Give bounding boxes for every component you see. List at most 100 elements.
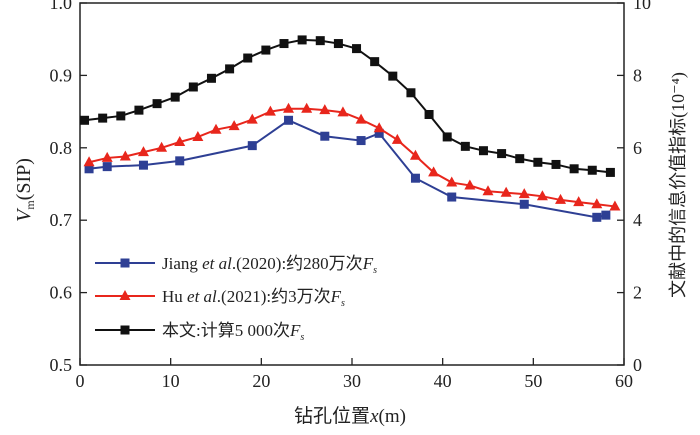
legend-text: Jiang — [162, 254, 202, 273]
x-axis-label: 钻孔位置x(m) — [294, 405, 406, 427]
x-tick-label: 50 — [524, 371, 542, 391]
y-tick-label: 0.7 — [50, 210, 73, 230]
series-line — [84, 38, 611, 174]
data-point — [573, 196, 585, 207]
data-point — [301, 102, 313, 113]
data-point — [119, 150, 131, 161]
data-point — [152, 99, 162, 109]
data-point — [497, 149, 507, 159]
data-point — [279, 39, 289, 49]
data-point — [225, 64, 235, 74]
data-point — [518, 188, 530, 199]
legend-text: 本文:计算5 000次 — [162, 321, 290, 340]
axes: 0 10 20 30 40 50 60 0.5 0.6 0.7 0.8 0.9 1.0 0 2 4 6 8 10 — [50, 0, 652, 391]
legend-label: Jiang et al.(2020):约280万次Fs — [162, 254, 377, 276]
series-1 — [83, 102, 621, 211]
data-point — [243, 53, 253, 63]
data-point — [98, 113, 108, 123]
data-point — [533, 157, 543, 167]
data-point — [464, 179, 476, 190]
data-point — [284, 115, 294, 125]
series-line — [88, 119, 607, 219]
data-point — [609, 200, 621, 211]
legend-text: .(2021):约3万次 — [217, 287, 331, 306]
y-tick-label: 0.9 — [50, 65, 73, 85]
data-point — [297, 35, 307, 45]
data-point — [83, 156, 95, 167]
data-point — [370, 57, 380, 67]
legend-marker — [120, 258, 130, 268]
data-point — [283, 102, 295, 113]
data-point — [536, 190, 548, 201]
data-point — [592, 212, 602, 222]
x-tick-label: 60 — [615, 371, 633, 391]
legend-text-sub: s — [373, 265, 377, 276]
legend-text-sub: s — [341, 298, 345, 309]
y2-tick-label: 10 — [633, 0, 651, 13]
data-point — [406, 88, 416, 98]
legend-text-var: F — [330, 287, 342, 306]
data-point — [424, 109, 434, 119]
data-point — [352, 44, 362, 54]
data-point — [446, 176, 458, 187]
y2-axis-label: 文献中的信息价值指标(10⁻⁴) — [668, 72, 689, 298]
data-point — [319, 104, 331, 115]
data-point — [555, 193, 567, 204]
legend-marker — [120, 325, 130, 335]
x-axis-label-var: x — [369, 406, 379, 427]
data-point — [84, 164, 94, 174]
y2-tick-label: 4 — [633, 210, 642, 230]
x-tick-label: 30 — [343, 371, 361, 391]
data-point — [101, 151, 113, 162]
data-point — [333, 39, 343, 49]
y2-tick-label: 6 — [633, 138, 642, 158]
y2-tick-label: 0 — [633, 355, 642, 375]
data-point — [261, 45, 271, 55]
series-group — [80, 35, 621, 222]
y-axis-label-var: V — [13, 207, 35, 222]
x-tick-label: 20 — [252, 371, 270, 391]
data-point — [587, 165, 597, 175]
data-point — [519, 199, 529, 209]
legend-item: Hu et al.(2021):约3万次Fs — [95, 287, 345, 309]
data-point — [500, 186, 512, 197]
y-tick-label: 1.0 — [50, 0, 73, 13]
y2-tick-label: 2 — [633, 283, 642, 303]
data-point — [569, 164, 579, 174]
data-point — [138, 160, 148, 170]
x-tick-label: 10 — [162, 371, 180, 391]
data-point — [409, 149, 421, 160]
data-point — [170, 92, 180, 102]
data-point — [410, 173, 420, 183]
legend-text-italic: et al — [202, 254, 232, 273]
legend-text-italic: et al — [187, 287, 217, 306]
legend-label: 本文:计算5 000次Fs — [162, 321, 304, 343]
data-point — [337, 106, 349, 117]
data-point — [206, 73, 216, 83]
y-axis-label: Vm(SIP) — [13, 158, 37, 222]
data-point — [228, 120, 240, 131]
legend-item: 本文:计算5 000次Fs — [95, 321, 304, 343]
data-point — [156, 141, 168, 152]
data-point — [210, 123, 222, 134]
data-point — [482, 185, 494, 196]
y-tick-label: 0.8 — [50, 138, 73, 158]
data-point — [374, 128, 384, 138]
data-point — [192, 130, 204, 141]
y-tick-label: 0.5 — [50, 355, 73, 375]
y2-tick-label: 8 — [633, 65, 642, 85]
legend-text-var: F — [362, 254, 374, 273]
data-point — [460, 141, 470, 151]
data-point — [551, 159, 561, 169]
data-point — [102, 162, 112, 172]
data-point — [137, 146, 149, 157]
x-tick-label: 0 — [76, 371, 85, 391]
data-point — [264, 105, 276, 116]
data-point — [175, 156, 185, 166]
plot-frame — [79, 2, 625, 366]
data-point — [428, 166, 440, 177]
legend-marker — [119, 290, 131, 300]
data-point — [591, 198, 603, 209]
y-axis-label-sub: m — [23, 200, 37, 210]
